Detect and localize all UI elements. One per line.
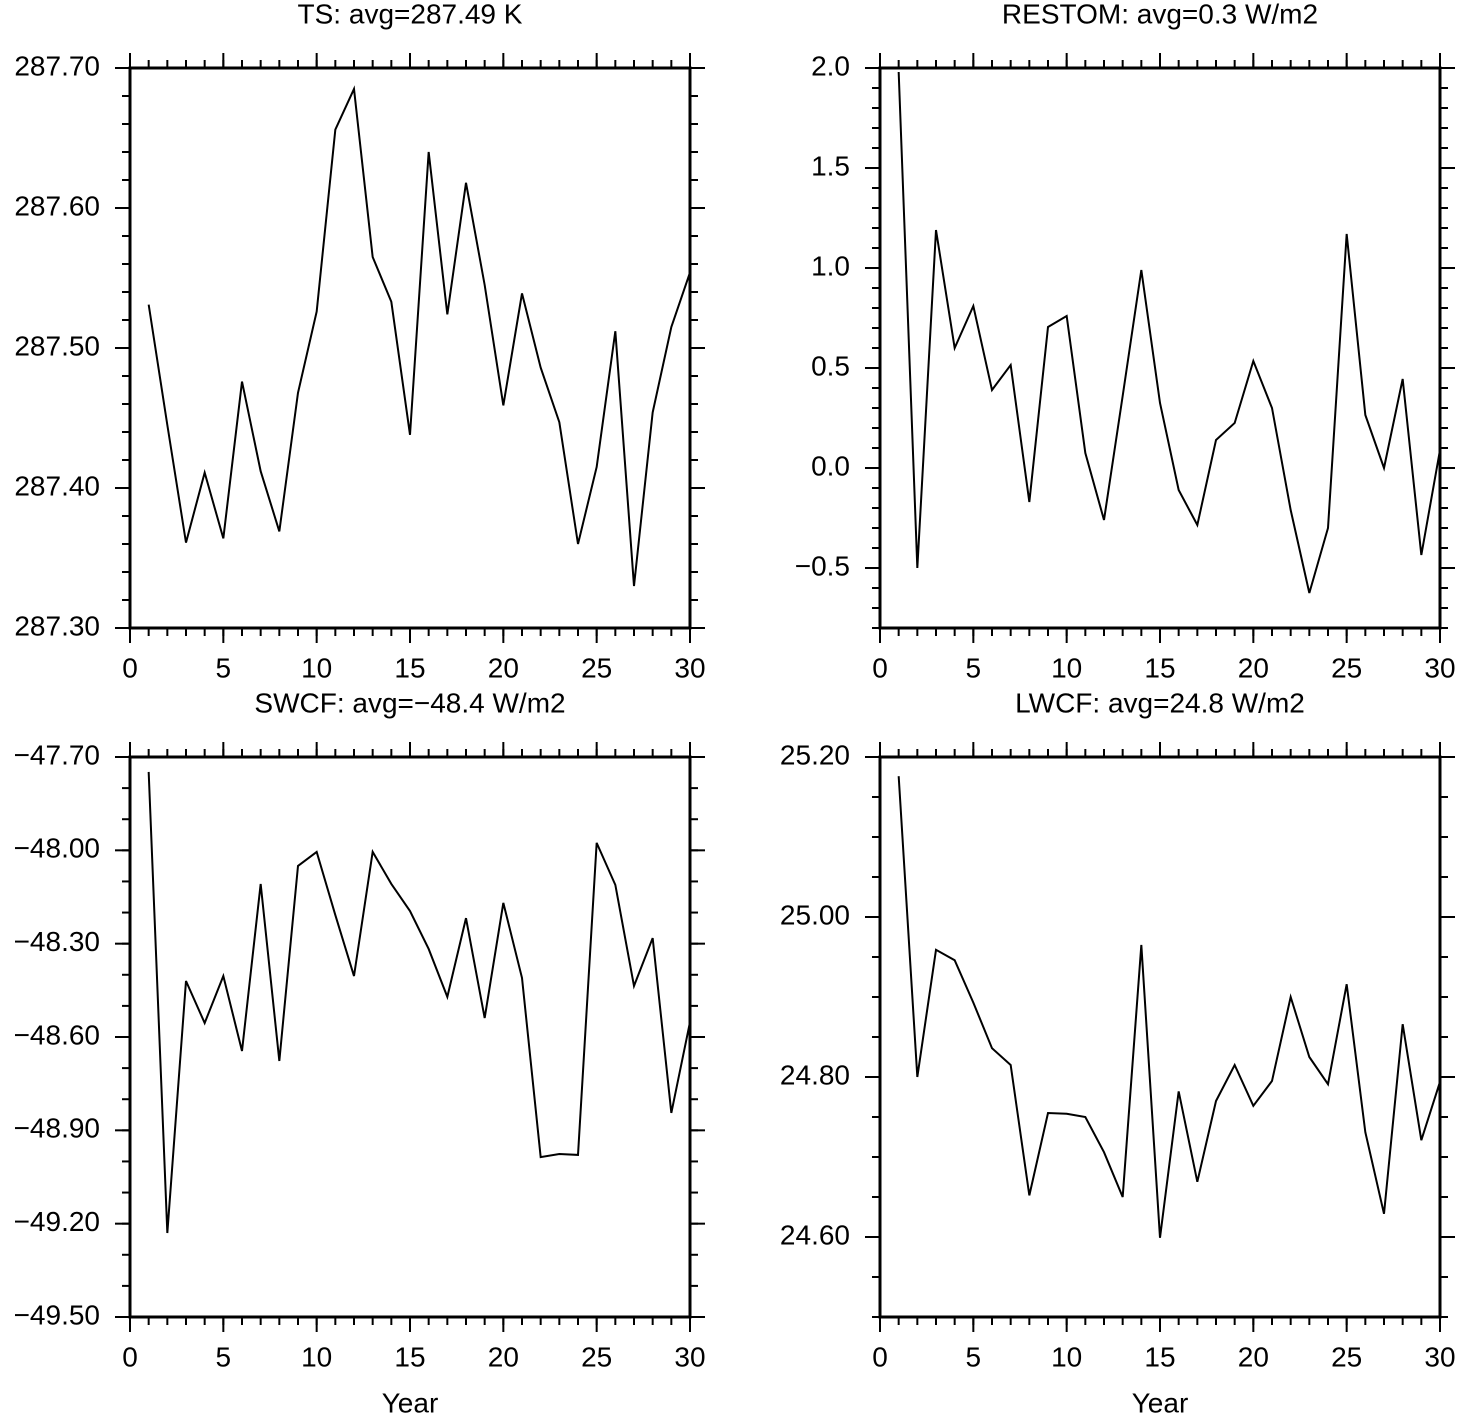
- x-tick-label: 20: [1238, 652, 1269, 683]
- y-tick-label: −48.90: [14, 1113, 100, 1144]
- data-line: [897, 776, 1441, 1238]
- y-tick-label: 0.5: [811, 350, 850, 381]
- y-tick-label: 24.60: [780, 1219, 850, 1250]
- x-tick-label: 15: [394, 1341, 425, 1372]
- y-tick-label: 25.20: [780, 739, 850, 770]
- x-tick-label: 20: [488, 652, 519, 683]
- x-tick-label: 25: [581, 1341, 612, 1372]
- y-tick-label: 287.30: [14, 610, 100, 641]
- plot-frame: [878, 66, 1442, 630]
- x-tick-label: 15: [1144, 652, 1175, 683]
- y-tick-label: 1.0: [811, 250, 850, 281]
- y-tick-label: 0.0: [811, 450, 850, 481]
- x-axis-label: Year: [1132, 1387, 1189, 1416]
- x-tick-label: 25: [581, 652, 612, 683]
- plot-frame: [878, 755, 1442, 1319]
- panel: RESTOM: avg=0.3 W/m2 −0.5 0.0 0.5 1.0 1.5 2.0 0…: [795, 0, 1456, 683]
- data-line: [897, 71, 1441, 594]
- y-tick-label: 287.70: [14, 50, 100, 81]
- x-tick-label: 10: [301, 652, 332, 683]
- x-tick-label: 5: [216, 1341, 232, 1372]
- y-tick-label: −47.70: [14, 739, 100, 770]
- y-tick-label: 1.5: [811, 150, 850, 181]
- plot-frame: [128, 66, 692, 630]
- panel: TS: avg=287.49 K 287.30 287.40 287.50 287.60…: [14, 0, 705, 683]
- y-tick-label: −48.00: [14, 833, 100, 864]
- y-tick-label: −0.5: [795, 550, 850, 581]
- x-tick-label: 25: [1331, 1341, 1362, 1372]
- x-tick-label: 30: [1424, 652, 1455, 683]
- x-tick-label: 10: [1051, 1341, 1082, 1372]
- y-tick-label: 2.0: [811, 50, 850, 81]
- y-tick-label: 287.60: [14, 190, 100, 221]
- panel: SWCF: avg=−48.4 W/m2 Year −49.50 −49.20 −48.…: [14, 687, 706, 1416]
- chart-title: LWCF: avg=24.8 W/m2: [1015, 687, 1305, 718]
- chart-title: TS: avg=287.49 K: [298, 0, 523, 29]
- x-axis-label: Year: [382, 1387, 439, 1416]
- y-tick-label: 287.50: [14, 330, 100, 361]
- x-tick-label: 20: [488, 1341, 519, 1372]
- chart-title: RESTOM: avg=0.3 W/m2: [1002, 0, 1318, 29]
- y-tick-label: −48.60: [14, 1019, 100, 1050]
- y-tick-label: 24.80: [780, 1059, 850, 1090]
- x-tick-label: 25: [1331, 652, 1362, 683]
- data-line: [147, 85, 691, 587]
- x-tick-label: 30: [674, 652, 705, 683]
- x-tick-label: 0: [872, 652, 888, 683]
- x-tick-label: 0: [122, 652, 138, 683]
- x-tick-label: 20: [1238, 1341, 1269, 1372]
- data-line: [147, 771, 691, 1234]
- x-tick-label: 15: [1144, 1341, 1175, 1372]
- plot-frame: [128, 755, 692, 1319]
- x-tick-label: 5: [216, 652, 232, 683]
- y-tick-label: −48.30: [14, 926, 100, 957]
- x-tick-label: 10: [1051, 652, 1082, 683]
- x-tick-label: 0: [122, 1341, 138, 1372]
- x-tick-label: 0: [872, 1341, 888, 1372]
- x-tick-label: 10: [301, 1341, 332, 1372]
- x-tick-label: 5: [966, 652, 982, 683]
- x-tick-label: 30: [1424, 1341, 1455, 1372]
- chart-title: SWCF: avg=−48.4 W/m2: [254, 687, 565, 718]
- x-tick-label: 15: [394, 652, 425, 683]
- panel: LWCF: avg=24.8 W/m2 Year 24.60 24.80 25.00 25…: [780, 687, 1456, 1416]
- y-tick-label: −49.50: [14, 1299, 100, 1330]
- y-tick-label: 25.00: [780, 899, 850, 930]
- y-tick-label: −49.20: [14, 1206, 100, 1237]
- x-tick-label: 30: [674, 1341, 705, 1372]
- y-tick-label: 287.40: [14, 470, 100, 501]
- x-tick-label: 5: [966, 1341, 982, 1372]
